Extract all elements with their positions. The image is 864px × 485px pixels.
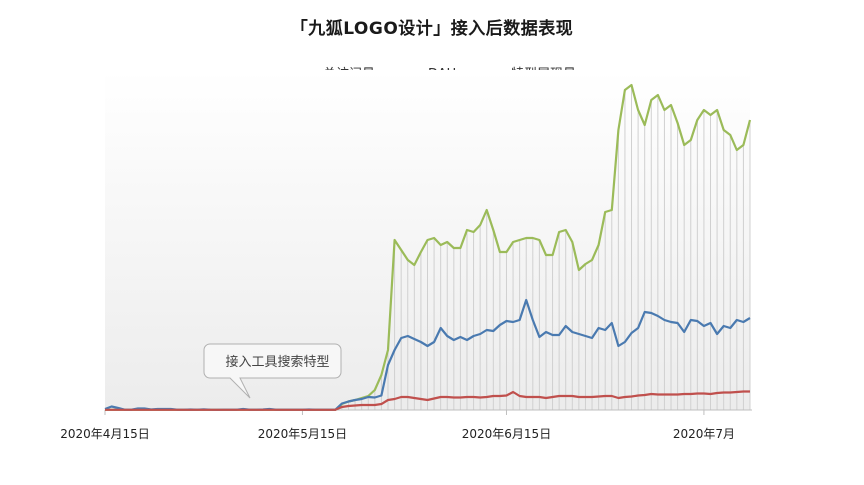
x-tick-label: 2020年6月15日: [462, 427, 551, 441]
annotation-callout: 接入工具搜索特型: [203, 343, 342, 399]
chart-title: 「九狐LOGO设计」接入后数据表现: [290, 19, 574, 39]
drop-lines: [104, 85, 751, 410]
series-lines: [104, 83, 752, 411]
series-line: [105, 390, 750, 411]
x-ticks: 2020年4月15日 2020年5月15日 2020年6月15日 2020年7月: [60, 410, 735, 441]
x-tick-label: 2020年5月15日: [258, 427, 347, 441]
x-tick-label: 2020年4月15日: [60, 427, 149, 441]
annotation-text: 接入工具搜索特型: [225, 354, 329, 370]
annotation-box: [203, 343, 342, 399]
x-tick-label: 2020年7月: [673, 427, 735, 441]
